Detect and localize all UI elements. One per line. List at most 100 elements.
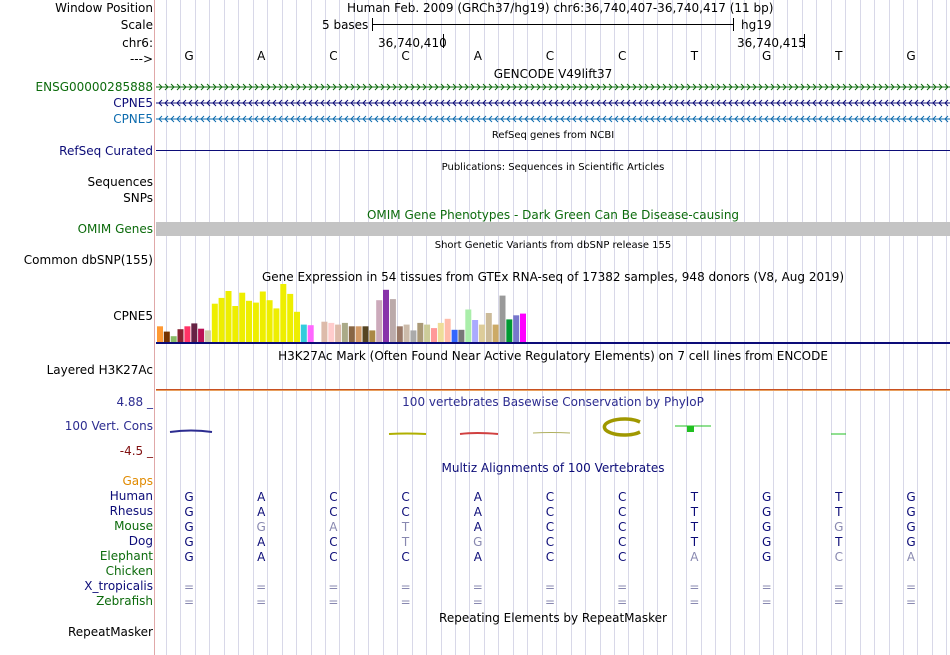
gtex-tissue-bar[interactable] xyxy=(294,311,300,342)
gencode-gene-features[interactable] xyxy=(156,80,950,126)
gtex-tissue-bar[interactable] xyxy=(328,322,335,342)
gene-feature-line[interactable] xyxy=(156,83,950,91)
gtex-tissue-bar[interactable] xyxy=(478,324,485,342)
gtex-tissue-bar[interactable] xyxy=(506,319,513,342)
gtex-tissue-bar[interactable] xyxy=(348,326,355,342)
multiz-base: G xyxy=(473,535,483,549)
gtex-tissue-bar[interactable] xyxy=(280,284,287,342)
gtex-tissue-bar[interactable] xyxy=(513,315,520,342)
gtex-tissue-bar[interactable] xyxy=(170,336,177,342)
gtex-tissue-bar[interactable] xyxy=(410,330,417,342)
gtex-tissue-bar[interactable] xyxy=(163,331,170,342)
gtex-tissue-bar[interactable] xyxy=(246,300,252,342)
phylop-mark-1 xyxy=(169,429,213,433)
multiz-base: A xyxy=(329,520,338,534)
gtex-tissue-bar[interactable] xyxy=(184,326,191,342)
gtex-tissue-bar[interactable] xyxy=(300,324,307,342)
gtex-tissue-bar[interactable] xyxy=(287,293,294,342)
gtex-tissue-bar[interactable] xyxy=(492,324,499,342)
gtex-tissue-bar[interactable] xyxy=(472,320,479,342)
gtex-tissue-bar[interactable] xyxy=(321,321,328,342)
gtex-tissue-bar[interactable] xyxy=(485,313,492,342)
gene-feature-line[interactable] xyxy=(156,99,950,107)
gtex-tissue-bar[interactable] xyxy=(198,328,205,342)
multiz-base: T xyxy=(690,520,699,534)
multiz-species-label[interactable]: Chicken xyxy=(105,564,153,578)
gtex-tissue-bar[interactable] xyxy=(520,313,526,342)
dbsnp-label[interactable]: Common dbSNP(155) xyxy=(23,253,153,267)
gtex-tissue-bar[interactable] xyxy=(335,324,342,342)
refseq-curated-label[interactable]: RefSeq Curated xyxy=(59,144,153,158)
gtex-tissue-bar[interactable] xyxy=(218,297,225,342)
chr-label: chr6: xyxy=(122,36,153,50)
gtex-tissue-bar[interactable] xyxy=(376,300,383,342)
gtex-tissue-bar[interactable] xyxy=(225,291,232,342)
gtex-expression-chart[interactable] xyxy=(156,283,950,345)
multiz-species-label[interactable]: Mouse xyxy=(114,519,153,533)
h3k27ac-label[interactable]: Layered H3K27Ac xyxy=(46,363,153,377)
gtex-tissue-bar[interactable] xyxy=(431,328,437,342)
phylop-mark-4 xyxy=(532,432,571,434)
gtex-tissue-bar[interactable] xyxy=(232,306,239,342)
omim-genes-label[interactable]: OMIM Genes xyxy=(77,222,153,236)
multiz-species-label[interactable]: Rhesus xyxy=(109,504,153,518)
phylop-conservation-plot[interactable] xyxy=(156,412,950,442)
multiz-species-label[interactable]: Human xyxy=(109,489,153,503)
gtex-tissue-bar[interactable] xyxy=(355,326,362,342)
gtex-tissue-bar[interactable] xyxy=(273,308,280,342)
gtex-tissue-bar[interactable] xyxy=(341,322,348,342)
h3k27ac-signal-line[interactable] xyxy=(156,389,950,390)
gtex-tissue-bar[interactable] xyxy=(191,323,198,342)
gtex-tissue-bar[interactable] xyxy=(157,326,163,342)
publications-snps-label[interactable]: SNPs xyxy=(123,191,153,205)
gene-feature-line[interactable] xyxy=(156,115,950,123)
gtex-tissue-bar[interactable] xyxy=(465,309,472,343)
repeatmasker-label[interactable]: RepeatMasker xyxy=(67,625,153,639)
multiz-species-label[interactable]: Gaps xyxy=(122,474,153,488)
reference-base: C xyxy=(617,49,627,63)
gtex-tissue-bar[interactable] xyxy=(362,326,369,342)
gtex-tissue-bar[interactable] xyxy=(369,330,376,342)
gene-label-ensg00000285888[interactable]: ENSG00000285888 xyxy=(35,80,153,94)
gtex-tissue-bar[interactable] xyxy=(417,322,424,342)
gtex-tissue-bar[interactable] xyxy=(239,292,246,342)
refseq-track-title: RefSeq genes from NCBI xyxy=(491,130,615,141)
gtex-tissue-bar[interactable] xyxy=(451,329,458,342)
multiz-base: C xyxy=(329,490,338,504)
gtex-tissue-bar[interactable] xyxy=(266,300,273,342)
gtex-gene-label[interactable]: CPNE5 xyxy=(113,309,153,323)
refseq-gene-line[interactable] xyxy=(156,150,950,151)
multiz-base: G xyxy=(761,535,772,549)
gtex-tissue-bar[interactable] xyxy=(259,291,266,343)
gtex-tissue-bar[interactable] xyxy=(396,326,403,342)
gtex-tissue-bar[interactable] xyxy=(389,299,396,342)
multiz-base: = xyxy=(256,580,267,594)
publications-sequences-label[interactable]: Sequences xyxy=(87,175,153,189)
gtex-tissue-bar[interactable] xyxy=(177,329,184,342)
gene-label-cpne5-1[interactable]: CPNE5 xyxy=(113,96,153,110)
multiz-base: G xyxy=(761,550,772,564)
multiz-base: A xyxy=(690,550,699,564)
multiz-species-label[interactable]: Dog xyxy=(128,534,153,548)
gtex-tissue-bar[interactable] xyxy=(204,330,211,342)
multiz-species-label[interactable]: Elephant xyxy=(99,549,153,563)
gtex-tissue-bar[interactable] xyxy=(211,303,218,342)
gtex-tissue-bar[interactable] xyxy=(252,302,259,342)
gtex-tissue-bar[interactable] xyxy=(444,318,451,342)
multiz-base: = xyxy=(472,580,483,594)
gtex-tissue-bar[interactable] xyxy=(499,295,506,342)
gtex-tissue-bar[interactable] xyxy=(458,329,465,342)
omim-phenotype-bar[interactable] xyxy=(156,222,950,236)
gtex-tissue-bar[interactable] xyxy=(383,289,389,342)
multiz-species-label[interactable]: X_tropicalis xyxy=(84,579,153,593)
gtex-tissue-bar[interactable] xyxy=(437,322,444,342)
reference-base: A xyxy=(473,49,482,63)
gtex-tissue-bar[interactable] xyxy=(307,325,314,342)
gtex-tissue-bar[interactable] xyxy=(403,324,410,342)
gene-label-cpne5-2[interactable]: CPNE5 xyxy=(113,112,153,126)
multiz-base: = xyxy=(617,580,628,594)
gtex-tissue-bar[interactable] xyxy=(424,324,431,342)
multiz-species-label[interactable]: Zebrafish xyxy=(96,594,153,608)
phylop-track-label[interactable]: 100 Vert. Cons xyxy=(64,419,153,433)
scale-bar-right-tick xyxy=(733,18,734,31)
